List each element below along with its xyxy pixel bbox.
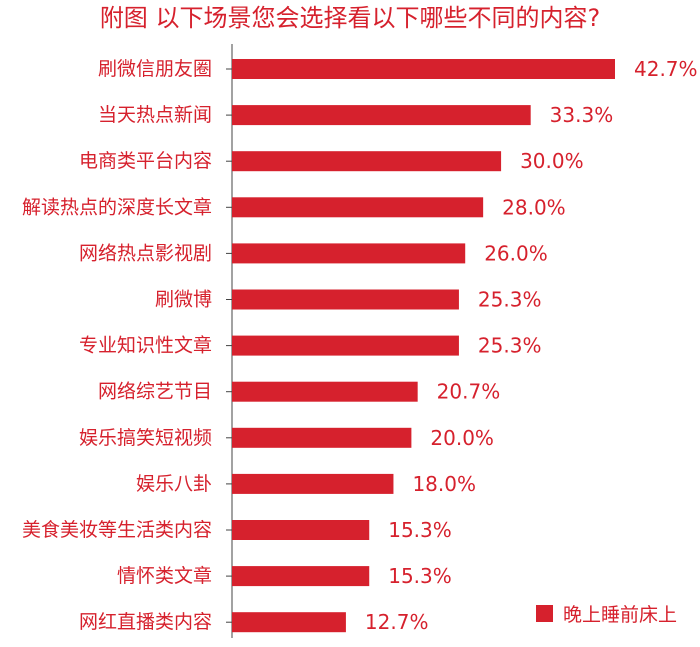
data-label: 15.3% (388, 518, 452, 542)
data-label: 20.0% (430, 426, 494, 450)
category-label: 网红直播类内容 (79, 611, 212, 633)
category-label: 专业知识性文章 (79, 335, 212, 357)
bar (232, 612, 346, 633)
bar (232, 381, 418, 402)
category-label: 电商类平台内容 (79, 150, 212, 172)
data-label: 30.0% (520, 149, 584, 173)
data-label: 20.7% (437, 380, 501, 404)
category-label: 美食美妆等生活类内容 (22, 519, 212, 541)
category-label: 情怀类文章 (117, 565, 212, 587)
bar (232, 427, 412, 448)
bar (232, 105, 531, 126)
bar (232, 243, 466, 264)
legend-swatch (536, 604, 553, 622)
bar (232, 520, 370, 540)
bar (232, 197, 484, 218)
bar (232, 473, 394, 494)
legend: 晚上睡前床上 (536, 601, 678, 626)
bar (232, 335, 459, 356)
category-label: 网络综艺节目 (98, 381, 212, 403)
category-label: 网络热点影视剧 (79, 242, 212, 264)
data-label: 26.0% (484, 241, 548, 265)
data-label: 28.0% (502, 195, 566, 219)
data-label: 33.3% (550, 103, 614, 127)
bar (232, 59, 615, 79)
category-label: 娱乐搞笑短视频 (79, 427, 212, 449)
bar (232, 566, 370, 587)
data-label: 15.3% (388, 564, 452, 588)
data-label: 25.3% (478, 334, 542, 358)
category-label: 解读热点的深度长文章 (22, 196, 212, 218)
data-label: 42.7% (634, 57, 698, 81)
data-label: 25.3% (478, 288, 542, 312)
bar (232, 289, 459, 310)
category-label: 刷微信朋友圈 (98, 58, 212, 80)
category-label: 刷微博 (155, 289, 212, 311)
bar (232, 151, 502, 172)
category-label: 当天热点新闻 (98, 104, 212, 126)
data-label: 12.7% (365, 610, 429, 634)
category-label: 娱乐八卦 (136, 473, 212, 495)
legend-label: 晚上睡前床上 (563, 603, 678, 626)
data-label: 18.0% (412, 472, 476, 496)
chart-title: 附图 以下场景您会选择看以下哪些不同的内容? (99, 4, 601, 32)
